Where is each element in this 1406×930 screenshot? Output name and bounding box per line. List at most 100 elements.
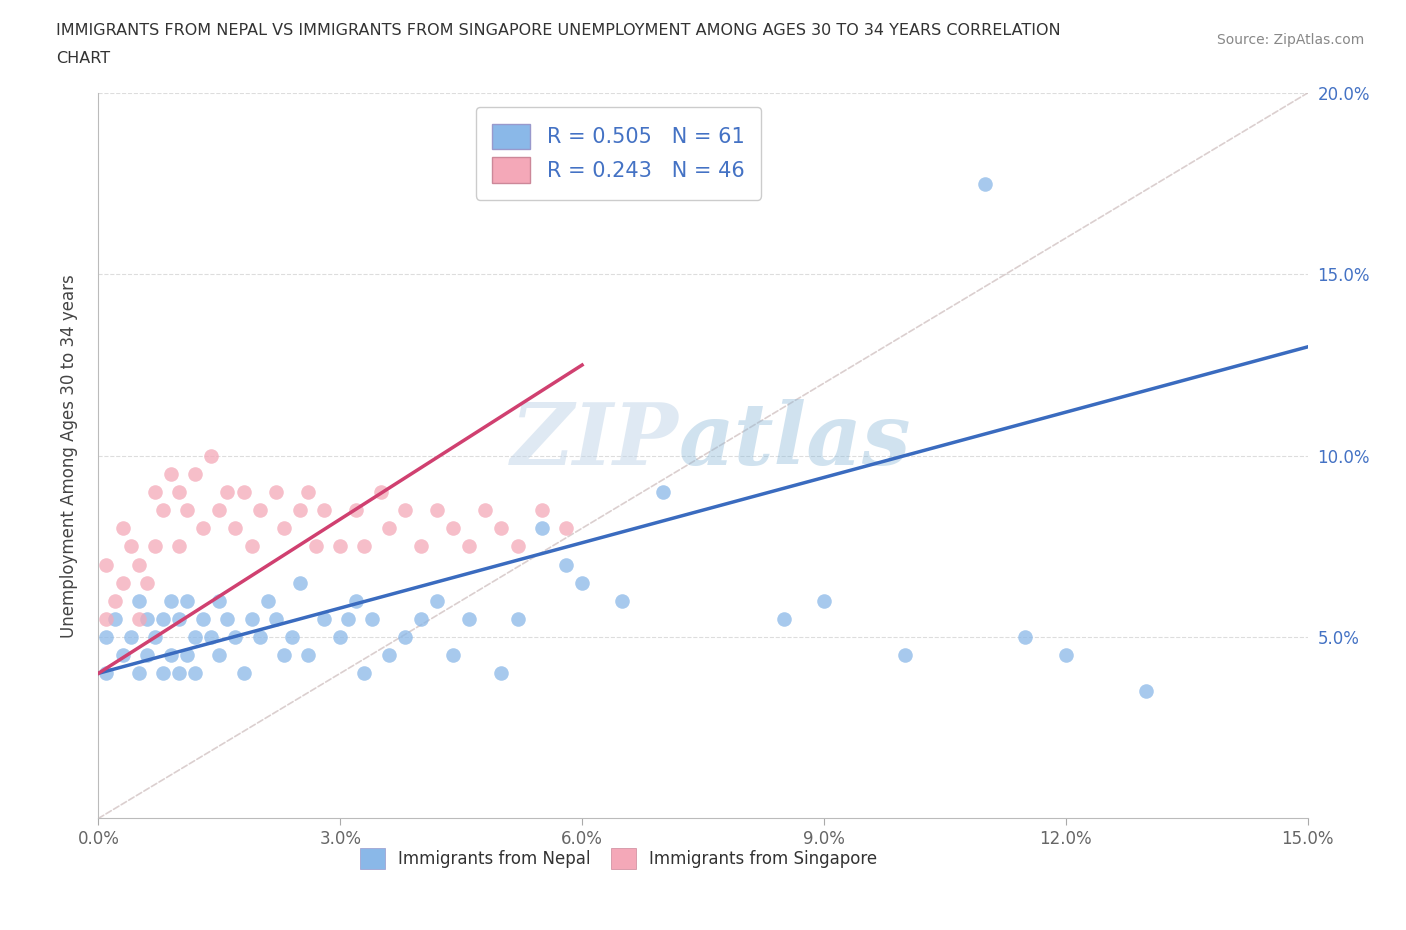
Point bbox=[103, 612, 125, 627]
Point bbox=[217, 612, 239, 627]
Point bbox=[441, 648, 464, 663]
Point bbox=[103, 593, 125, 608]
Point bbox=[176, 502, 198, 517]
Point bbox=[651, 485, 673, 499]
Point bbox=[232, 485, 254, 499]
Point bbox=[426, 502, 449, 517]
Point bbox=[530, 502, 553, 517]
Point bbox=[314, 502, 336, 517]
Point bbox=[772, 612, 794, 627]
Text: atlas: atlas bbox=[679, 400, 911, 483]
Point bbox=[167, 666, 190, 681]
Legend: Immigrants from Nepal, Immigrants from Singapore: Immigrants from Nepal, Immigrants from S… bbox=[353, 842, 884, 875]
Point bbox=[288, 502, 311, 517]
Point bbox=[224, 521, 246, 536]
Point bbox=[167, 539, 190, 554]
Point bbox=[208, 502, 231, 517]
Point bbox=[208, 593, 231, 608]
Point bbox=[612, 593, 634, 608]
Point bbox=[224, 630, 246, 644]
Text: Source: ZipAtlas.com: Source: ZipAtlas.com bbox=[1216, 33, 1364, 46]
Point bbox=[458, 612, 481, 627]
Point bbox=[96, 612, 118, 627]
Point bbox=[394, 502, 416, 517]
Point bbox=[176, 648, 198, 663]
Point bbox=[1135, 684, 1157, 699]
Point bbox=[160, 467, 183, 482]
Point bbox=[193, 521, 215, 536]
Point bbox=[264, 612, 287, 627]
Point bbox=[1014, 630, 1036, 644]
Point bbox=[555, 557, 578, 572]
Point bbox=[111, 648, 134, 663]
Point bbox=[344, 502, 367, 517]
Point bbox=[143, 485, 166, 499]
Point bbox=[273, 521, 295, 536]
Point bbox=[370, 485, 392, 499]
Point bbox=[377, 521, 399, 536]
Point bbox=[152, 502, 174, 517]
Point bbox=[167, 612, 190, 627]
Point bbox=[344, 593, 367, 608]
Point bbox=[974, 177, 997, 192]
Point bbox=[249, 502, 271, 517]
Point bbox=[458, 539, 481, 554]
Point bbox=[240, 539, 263, 554]
Point bbox=[184, 666, 207, 681]
Point bbox=[200, 448, 222, 463]
Point bbox=[329, 630, 352, 644]
Point bbox=[377, 648, 399, 663]
Point bbox=[232, 666, 254, 681]
Point bbox=[128, 666, 150, 681]
Point bbox=[571, 575, 593, 591]
Point bbox=[128, 557, 150, 572]
Point bbox=[193, 612, 215, 627]
Point bbox=[273, 648, 295, 663]
Point bbox=[200, 630, 222, 644]
Point bbox=[409, 539, 432, 554]
Point bbox=[337, 612, 360, 627]
Point bbox=[135, 575, 157, 591]
Point bbox=[176, 593, 198, 608]
Point bbox=[353, 666, 375, 681]
Point bbox=[256, 593, 278, 608]
Point bbox=[426, 593, 449, 608]
Text: IMMIGRANTS FROM NEPAL VS IMMIGRANTS FROM SINGAPORE UNEMPLOYMENT AMONG AGES 30 TO: IMMIGRANTS FROM NEPAL VS IMMIGRANTS FROM… bbox=[56, 23, 1062, 38]
Point bbox=[128, 612, 150, 627]
Point bbox=[135, 648, 157, 663]
Point bbox=[264, 485, 287, 499]
Point bbox=[120, 630, 142, 644]
Point bbox=[143, 539, 166, 554]
Point bbox=[152, 612, 174, 627]
Point bbox=[314, 612, 336, 627]
Point bbox=[111, 521, 134, 536]
Point bbox=[530, 521, 553, 536]
Point bbox=[96, 666, 118, 681]
Point bbox=[249, 630, 271, 644]
Point bbox=[491, 521, 513, 536]
Point bbox=[297, 485, 319, 499]
Point bbox=[160, 593, 183, 608]
Point bbox=[217, 485, 239, 499]
Point bbox=[297, 648, 319, 663]
Text: CHART: CHART bbox=[56, 51, 110, 66]
Point bbox=[329, 539, 352, 554]
Point bbox=[184, 467, 207, 482]
Point bbox=[135, 612, 157, 627]
Point bbox=[305, 539, 328, 554]
Point bbox=[409, 612, 432, 627]
Point bbox=[474, 502, 496, 517]
Point bbox=[555, 521, 578, 536]
Point bbox=[281, 630, 304, 644]
Point bbox=[288, 575, 311, 591]
Point bbox=[96, 630, 118, 644]
Point bbox=[167, 485, 190, 499]
Point bbox=[152, 666, 174, 681]
Point bbox=[506, 612, 529, 627]
Point bbox=[1054, 648, 1077, 663]
Point bbox=[111, 575, 134, 591]
Point bbox=[128, 593, 150, 608]
Y-axis label: Unemployment Among Ages 30 to 34 years: Unemployment Among Ages 30 to 34 years bbox=[59, 273, 77, 638]
Point bbox=[813, 593, 835, 608]
Point bbox=[240, 612, 263, 627]
